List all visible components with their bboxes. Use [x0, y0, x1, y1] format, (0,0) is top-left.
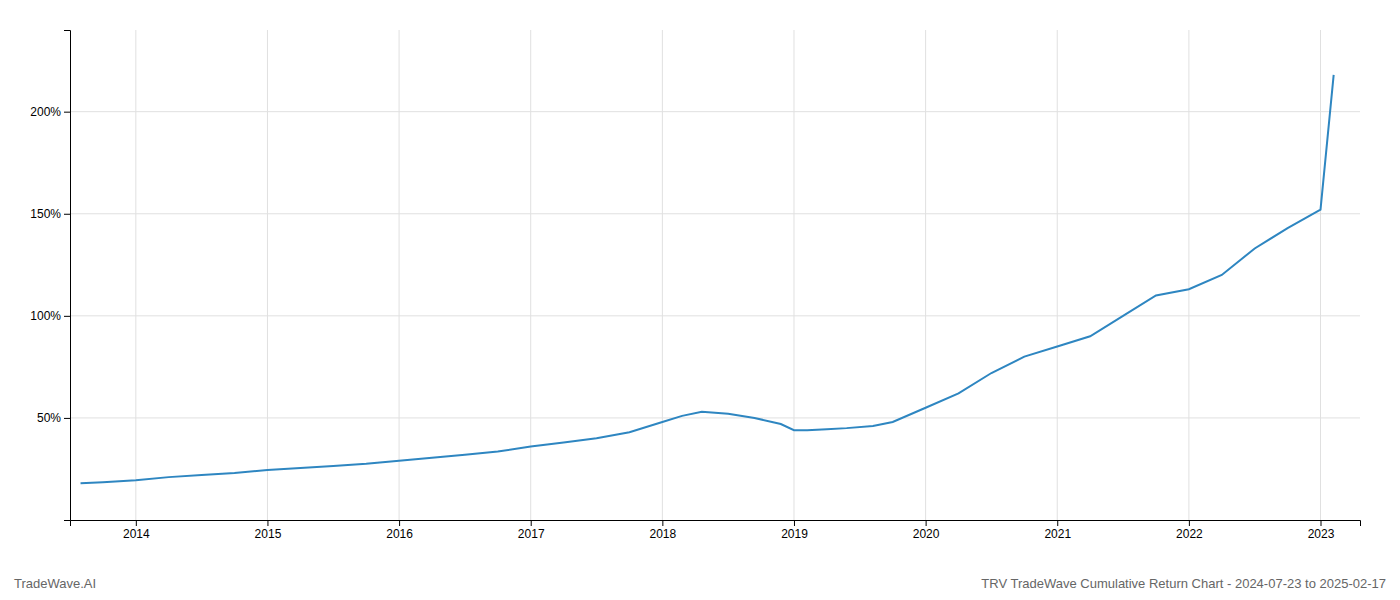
grid-line-x [925, 30, 926, 520]
grid-line-x [1320, 30, 1321, 520]
y-tick: 50% [37, 411, 70, 425]
x-tick-label: 2019 [781, 527, 808, 541]
x-tick: 2014 [123, 520, 150, 541]
x-tick: 2023 [1308, 520, 1335, 541]
x-tick-mark [136, 520, 137, 526]
grid-line-x [1057, 30, 1058, 520]
x-tick-mark [531, 520, 532, 526]
x-axis: 2014 2015 2016 2017 2018 2019 2020 2021 2022 2023 [71, 520, 1361, 541]
x-tick-mark [926, 520, 927, 526]
grid-line-y [70, 213, 1360, 214]
x-tick-mark [267, 520, 268, 526]
x-tick-label: 2021 [1044, 527, 1071, 541]
grid [70, 30, 1360, 520]
y-axis-line [64, 31, 71, 521]
x-tick-mark [662, 520, 663, 526]
y-tick-mark [64, 112, 70, 113]
y-tick-mark [64, 316, 70, 317]
x-tick: 2017 [518, 520, 545, 541]
x-tick-mark [1057, 520, 1058, 526]
grid-line-y [70, 315, 1360, 316]
x-tick-label: 2015 [255, 527, 282, 541]
x-tick-label: 2022 [1176, 527, 1203, 541]
y-tick: 200% [30, 105, 70, 119]
x-tick-label: 2020 [913, 527, 940, 541]
y-tick: 100% [30, 309, 70, 323]
x-tick-label: 2023 [1308, 527, 1335, 541]
x-tick: 2022 [1176, 520, 1203, 541]
grid-line-x [135, 30, 136, 520]
y-tick: 150% [30, 207, 70, 221]
x-tick-mark [1321, 520, 1322, 526]
grid-line-y [70, 111, 1360, 112]
x-tick: 2019 [781, 520, 808, 541]
x-tick: 2016 [386, 520, 413, 541]
texts: TradeWave.AI TRV TradeWave Cumulative Ret… [14, 576, 1386, 591]
grid-line-y [70, 417, 1360, 418]
x-tick: 2021 [1044, 520, 1071, 541]
x-tick-label: 2018 [649, 527, 676, 541]
grid-line-x [1188, 30, 1189, 520]
grid-line-x [267, 30, 268, 520]
chart: 2014 2015 2016 2017 2018 2019 2020 2021 2022 2023… [0, 0, 1400, 600]
annotation: TradeWave.AI [14, 576, 96, 591]
x-tick-label: 2017 [518, 527, 545, 541]
x-axis-line [71, 521, 1361, 527]
grid-line-x [399, 30, 400, 520]
x-tick-label: 2014 [123, 527, 150, 541]
x-tick-mark [794, 520, 795, 526]
grid-line-x [662, 30, 663, 520]
grid-line-x [793, 30, 794, 520]
x-tick: 2018 [649, 520, 676, 541]
x-tick: 2020 [913, 520, 940, 541]
x-tick: 2015 [255, 520, 282, 541]
y-tick-label: 100% [30, 309, 61, 323]
y-tick-label: 150% [30, 207, 61, 221]
title: TRV TradeWave Cumulative Return Chart - … [981, 576, 1386, 591]
y-tick-mark [64, 214, 70, 215]
y-tick-label: 50% [37, 411, 61, 425]
x-tick-mark [1189, 520, 1190, 526]
x-tick-label: 2016 [386, 527, 413, 541]
plot-area [81, 75, 1334, 483]
y-tick-label: 200% [30, 105, 61, 119]
line [81, 75, 1334, 483]
x-tick-mark [399, 520, 400, 526]
y-axis: 50% 100% 150% 200% [30, 31, 70, 521]
y-tick-mark [64, 418, 70, 419]
